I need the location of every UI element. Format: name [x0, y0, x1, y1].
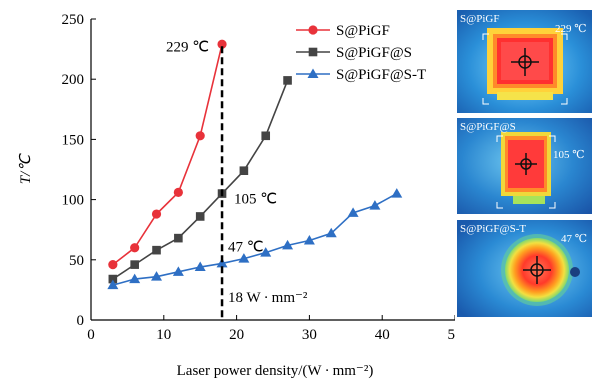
data-point: [391, 188, 403, 198]
legend-marker: [307, 68, 319, 78]
thermal-temp: 47 ℃: [561, 233, 588, 245]
annotation-label: 105 ℃: [234, 192, 277, 208]
x-tick-label: 50: [448, 327, 456, 343]
data-point: [151, 271, 163, 281]
y-tick-label: 200: [62, 72, 85, 88]
y-tick-label: 0: [77, 313, 85, 329]
series-group: [107, 39, 403, 290]
legend: S@PiGF S@PiGF@S S@PiGF@S-T: [296, 23, 426, 83]
data-point: [130, 243, 140, 253]
y-tick-label: 150: [62, 132, 85, 148]
data-point: [260, 247, 272, 257]
annotation-label: 229 ℃: [166, 39, 209, 55]
annotations: 18 W · mm⁻² 229 ℃ 105 ℃ 47 ℃: [166, 39, 308, 320]
data-point: [216, 257, 228, 268]
x-axis-label: Laser power density/(W · mm⁻²): [177, 363, 374, 379]
x-tick-label: 0: [87, 327, 95, 343]
data-point: [195, 131, 205, 141]
axes: 0 10 20 30 40 50 0 50 100 150 200 250 Laser power de…: [18, 12, 455, 379]
data-point: [282, 239, 294, 250]
data-point: [151, 209, 162, 219]
x-tick-label: 30: [302, 327, 317, 343]
y-tick-label: 100: [62, 193, 85, 209]
data-point: [130, 260, 139, 269]
data-point: [303, 235, 315, 245]
line-chart: 0 10 20 30 40 50 0 50 100 150 200 250 Laser power de…: [18, 12, 455, 379]
data-point: [129, 273, 141, 284]
legend-marker: [308, 47, 318, 57]
thermal-image-1: S@PiGF 229 ℃: [457, 10, 592, 113]
data-point: [194, 261, 206, 272]
data-point: [369, 200, 381, 210]
thermal-image-s-pigf: [457, 10, 592, 113]
data-point: [283, 76, 292, 85]
legend-entry: S@PiGF@S-T: [336, 67, 426, 83]
x-tick-label: 20: [229, 327, 244, 343]
legend-entry: S@PiGF@S: [336, 45, 412, 61]
data-point: [174, 233, 183, 243]
thermal-image-s-pigf-s: [457, 118, 592, 214]
thermal-image-2: S@PiGF@S 105 ℃: [457, 118, 592, 214]
y-tick-label: 50: [69, 253, 84, 269]
data-point: [107, 279, 119, 290]
y-axis-label: T/℃: [18, 153, 34, 185]
x-tick-label: 40: [375, 327, 390, 343]
series-line-1: [112, 44, 223, 266]
thermal-image-3: S@PiGF@S-T 47 ℃: [457, 220, 592, 317]
data-point: [238, 253, 250, 263]
data-point: [108, 274, 118, 284]
legend-marker: [308, 25, 318, 35]
data-point: [173, 187, 183, 197]
data-point: [108, 260, 118, 270]
reference-line-label: 18 W · mm⁻²: [228, 290, 308, 306]
thermal-temp: 229 ℃: [555, 23, 587, 35]
data-point: [172, 266, 184, 276]
x-tick-label: 10: [156, 327, 171, 343]
data-point: [325, 227, 337, 238]
data-point: [152, 245, 161, 255]
thermal-label: S@PiGF@S-T: [460, 223, 527, 235]
annotation-label: 47 ℃: [228, 239, 264, 255]
y-tick-label: 250: [62, 12, 85, 28]
thermal-label: S@PiGF: [460, 13, 500, 25]
data-point: [217, 39, 227, 49]
thermal-image-s-pigf-s-t: [457, 220, 592, 317]
data-point: [195, 212, 205, 221]
legend-entry: S@PiGF: [336, 23, 390, 39]
data-point: [239, 166, 249, 176]
thermal-temp: 105 ℃: [553, 149, 585, 161]
data-point: [261, 131, 271, 141]
data-point: [347, 207, 359, 217]
thermal-label: S@PiGF@S: [460, 121, 516, 133]
